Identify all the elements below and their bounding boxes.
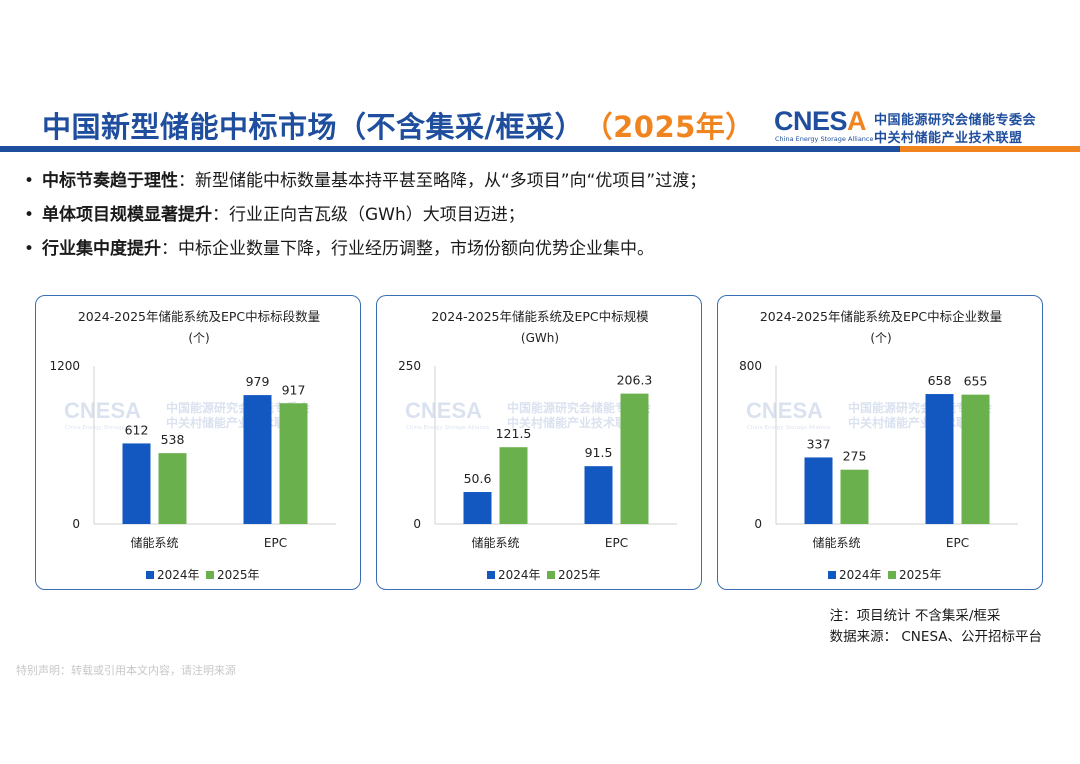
bar xyxy=(584,466,613,524)
bar xyxy=(925,394,954,524)
header-divider-orange xyxy=(900,146,1080,152)
watermark-logo: CNESA China Energy Storage Alliance 中国能源研究… xyxy=(746,398,993,431)
title-main: 中国新型储能中标市场（不含集采/框采） xyxy=(42,110,585,144)
bar xyxy=(840,469,869,524)
chart-panel-enterprise-count: CNESA China Energy Storage Alliance 中国能源研究… xyxy=(717,295,1043,590)
legend-label: 2024年 xyxy=(839,568,882,582)
x-tick-label: 储能系统 xyxy=(812,535,860,550)
data-label: 917 xyxy=(282,382,306,397)
watermark-wordmark: CNESA xyxy=(405,398,482,423)
bar xyxy=(463,492,492,524)
chart-legend: 2024年 2025年 xyxy=(487,568,601,582)
cnesa-logo: CNESA China Energy Storage Alliance 中国能源… xyxy=(774,106,1054,146)
source-notes: 注：项目统计 不含集采/框采 数据来源： CNESA、公开招标平台 xyxy=(830,606,1042,648)
data-label: 612 xyxy=(125,422,149,437)
header-divider-blue xyxy=(0,146,900,152)
watermark-subtitle: China Energy Storage Alliance xyxy=(65,425,149,431)
bullet-item: • 行业集中度提升：中标企业数量下降，行业经历调整，市场份额向优势企业集中。 xyxy=(24,239,654,259)
chart-unit-label: (GWh) xyxy=(521,331,559,345)
legend-label: 2024年 xyxy=(157,568,200,582)
page-title: 中国新型储能中标市场（不含集采/框采） （2025年） xyxy=(42,104,755,146)
logo-org-name-2: 中关村储能产业技术联盟 xyxy=(874,131,1023,146)
chart-title: 2024-2025年储能系统及EPC中标企业数量 xyxy=(760,309,1002,324)
chart-panel-bid-scale: CNESA China Energy Storage Alliance 中国能源研究… xyxy=(376,295,702,590)
legend-swatch xyxy=(888,571,896,579)
bar xyxy=(122,443,151,524)
chart-title: 2024-2025年储能系统及EPC中标规模 xyxy=(431,309,649,324)
data-label: 275 xyxy=(843,449,867,464)
note-source: 数据来源： CNESA、公开招标平台 xyxy=(829,629,1042,645)
x-tick-label: EPC xyxy=(946,536,969,550)
y-tick-label: 800 xyxy=(739,359,762,373)
bar xyxy=(961,394,990,524)
logo-subtitle: China Energy Storage Alliance xyxy=(775,135,874,143)
data-label: 538 xyxy=(161,432,185,447)
bullet-item: • 中标节奏趋于理性：新型储能中标数量基本持平甚至略降，从“多项目”向“优项目”过… xyxy=(24,171,707,191)
x-tick-label: EPC xyxy=(264,536,287,550)
title-year: （2025年） xyxy=(598,110,755,144)
data-label: 658 xyxy=(928,373,952,388)
watermark-org-name-1: 中国能源研究会储能专委会 xyxy=(848,400,993,415)
bar xyxy=(158,453,187,524)
legend-label: 2025年 xyxy=(558,568,601,582)
legend-label: 2024年 xyxy=(498,568,541,582)
bullet-item: • 单体项目规模显著提升：行业正向吉瓦级（GWh）大项目迈进； xyxy=(24,205,525,225)
data-label: 206.3 xyxy=(617,373,653,388)
watermark-logo: CNESA China Energy Storage Alliance 中国能源研究… xyxy=(64,398,311,431)
data-label: 337 xyxy=(807,436,831,451)
bar xyxy=(499,447,528,524)
chart-bid-count: CNESA China Energy Storage Alliance 中国能源研究… xyxy=(49,309,336,582)
y-tick-label: 250 xyxy=(398,359,421,373)
disclaimer: 特别声明：转载或引用本文内容，请注明来源 xyxy=(16,664,236,677)
chart-bid-scale: CNESA China Energy Storage Alliance 中国能源研究… xyxy=(398,309,677,582)
watermark-org-name-2: 中关村储能产业技术联盟 xyxy=(848,415,980,430)
watermark-org-name-2: 中关村储能产业技术联盟 xyxy=(507,415,639,430)
bar xyxy=(804,457,833,524)
bar xyxy=(279,403,308,524)
watermark-subtitle: China Energy Storage Alliance xyxy=(406,425,490,431)
logo-wordmark: CNESA xyxy=(774,106,867,136)
chart-unit-label: (个) xyxy=(188,331,209,345)
bar xyxy=(243,395,272,524)
x-tick-label: 储能系统 xyxy=(471,535,519,550)
chart-enterprise-count: CNESA China Energy Storage Alliance 中国能源研究… xyxy=(739,309,1018,582)
y-tick-label: 1200 xyxy=(49,359,80,373)
watermark-org-name-2: 中关村储能产业技术联盟 xyxy=(166,415,298,430)
watermark-org-name-1: 中国能源研究会储能专委会 xyxy=(507,400,652,415)
legend-swatch xyxy=(146,571,154,579)
y-tick-label: 0 xyxy=(413,517,421,531)
legend-swatch xyxy=(487,571,495,579)
chart-legend: 2024年 2025年 xyxy=(828,568,942,582)
data-label: 655 xyxy=(964,374,988,389)
y-tick-label: 0 xyxy=(72,517,80,531)
logo-org-name-1: 中国能源研究会储能专委会 xyxy=(874,113,1037,128)
watermark-logo: CNESA China Energy Storage Alliance 中国能源研究… xyxy=(405,398,652,431)
legend-label: 2025年 xyxy=(899,568,942,582)
chart-panel-bid-count: CNESA China Energy Storage Alliance 中国能源研究… xyxy=(35,295,361,590)
bar xyxy=(620,393,649,524)
legend-swatch xyxy=(547,571,555,579)
watermark-subtitle: China Energy Storage Alliance xyxy=(747,425,831,431)
watermark-wordmark: CNESA xyxy=(64,398,141,423)
chart-title: 2024-2025年储能系统及EPC中标标段数量 xyxy=(78,309,320,324)
note-scope: 注：项目统计 不含集采/框采 xyxy=(829,608,1001,624)
x-tick-label: EPC xyxy=(605,536,628,550)
bullet-list: • 中标节奏趋于理性：新型储能中标数量基本持平甚至略降，从“多项目”向“优项目”过… xyxy=(24,168,706,270)
legend-label: 2025年 xyxy=(217,568,260,582)
data-label: 50.6 xyxy=(464,471,492,486)
data-label: 121.5 xyxy=(496,426,532,441)
y-tick-label: 0 xyxy=(754,517,762,531)
x-tick-label: 储能系统 xyxy=(130,535,178,550)
chart-legend: 2024年 2025年 xyxy=(146,568,260,582)
watermark-org-name-1: 中国能源研究会储能专委会 xyxy=(166,400,311,415)
data-label: 979 xyxy=(246,374,270,389)
data-label: 91.5 xyxy=(585,445,613,460)
legend-swatch xyxy=(206,571,214,579)
watermark-wordmark: CNESA xyxy=(746,398,823,423)
chart-unit-label: (个) xyxy=(870,331,891,345)
legend-swatch xyxy=(828,571,836,579)
